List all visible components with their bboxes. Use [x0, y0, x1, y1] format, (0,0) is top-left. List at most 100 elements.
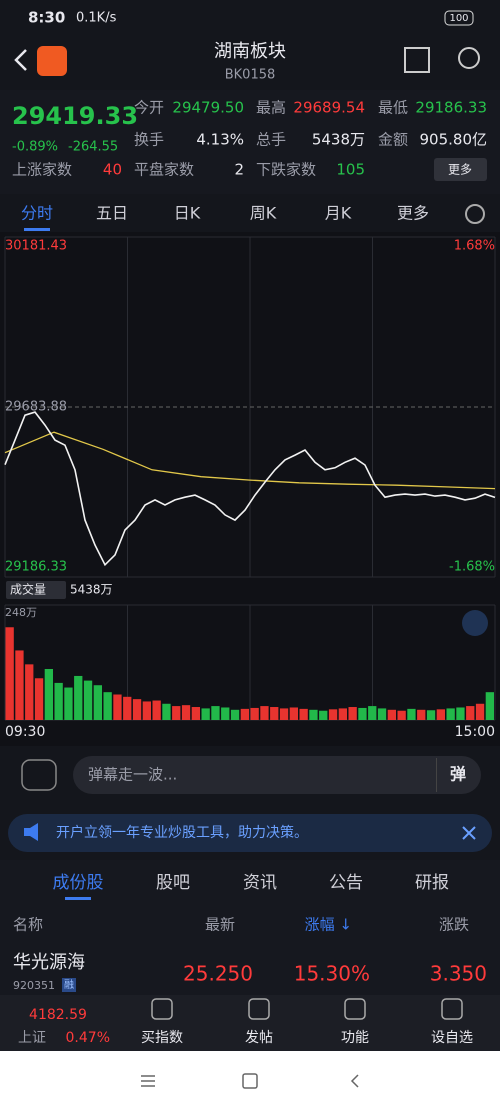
volume-bar: [142, 701, 151, 720]
stock-change: 3.350: [430, 962, 487, 986]
action-icon: [248, 998, 270, 1020]
volume-bar: [230, 709, 240, 720]
expand-button[interactable]: [462, 610, 488, 636]
period-tab[interactable]: 周K: [250, 204, 277, 223]
list-tab[interactable]: 资讯: [243, 873, 277, 893]
column-header[interactable]: 最新: [205, 916, 235, 934]
volume-bar: [34, 678, 44, 720]
quote-fields: 今开 29479.50 最高 29689.54 最低 29186.33 换手 4.13% 总手 5…: [12, 99, 487, 179]
volume-bar: [211, 706, 220, 720]
divider: [436, 758, 437, 792]
volume-bar: [299, 708, 308, 720]
battery-level: 100: [449, 13, 468, 24]
change-pct: -0.89%: [12, 140, 58, 155]
list-tab[interactable]: 研报: [415, 873, 449, 893]
column-header[interactable]: 涨跌: [439, 916, 469, 934]
volume-bar: [240, 708, 249, 720]
pct-top: 1.68%: [454, 239, 495, 254]
list-tab[interactable]: 公告: [329, 873, 363, 893]
nav-home[interactable]: [242, 1073, 258, 1089]
period-tab[interactable]: 五日: [96, 204, 128, 223]
field-value: 29479.50: [172, 99, 244, 117]
period-tab[interactable]: 更多: [397, 204, 429, 223]
index-pct: 0.47%: [66, 1030, 110, 1046]
price: 29419.33: [12, 102, 138, 130]
stock-latest: 25.250: [183, 962, 253, 986]
volume-bar: [152, 700, 161, 720]
tag-box: [62, 978, 76, 992]
page-code: BK0158: [225, 68, 276, 83]
status-speed: 0.1K/s: [76, 11, 117, 26]
comment-button[interactable]: 弹: [450, 765, 466, 784]
volume-bar: [377, 708, 387, 720]
page-title: 湖南板块: [214, 41, 286, 62]
period-tab[interactable]: 分时: [21, 204, 53, 223]
y-tick-label: 30181.43: [5, 239, 67, 254]
comment-input[interactable]: [73, 756, 481, 794]
more-button[interactable]: [434, 158, 487, 181]
volume-bar: [289, 707, 298, 720]
table-header: 名称 最新 涨幅 ↓ 涨跌: [13, 916, 469, 934]
stock-name[interactable]: 华光源海: [13, 952, 85, 973]
volume-bar: [25, 664, 34, 720]
banner-close[interactable]: [462, 826, 476, 840]
field-value: 29689.54: [293, 99, 365, 117]
volume-bar: [387, 709, 396, 720]
bottom-bar: [0, 995, 500, 1051]
banner-icon: [24, 823, 38, 841]
volume-bar: [436, 709, 445, 720]
back-button[interactable]: [14, 49, 27, 71]
field-value: 5438万: [312, 131, 365, 149]
nav-back[interactable]: [350, 1074, 359, 1088]
column-header[interactable]: 涨幅 ↓: [305, 916, 352, 934]
field-label: 今开: [134, 99, 164, 117]
action-label[interactable]: 功能: [341, 1030, 369, 1046]
share-button[interactable]: [404, 47, 430, 73]
nav-menu[interactable]: [141, 1075, 155, 1087]
period-tab[interactable]: 日K: [174, 204, 201, 223]
column-header: 名称: [13, 916, 43, 934]
settings-button[interactable]: [465, 204, 485, 224]
average-line: [4, 431, 496, 490]
action-label[interactable]: 设自选: [431, 1030, 473, 1046]
period-tabs: 分时 五日 日K 周K 月K 更多: [21, 204, 429, 223]
volume-bar: [270, 707, 279, 720]
action-label[interactable]: 买指数: [141, 1030, 183, 1046]
volume-bar: [5, 627, 14, 720]
volume-tick-label: 248万: [5, 606, 37, 619]
volume-bar: [407, 708, 416, 720]
volume-total: 5438万: [70, 583, 113, 597]
status-time: 8:30: [28, 9, 65, 27]
danmaku-toggle[interactable]: [21, 759, 57, 791]
list-tab[interactable]: 股吧: [156, 873, 190, 893]
price-line: [4, 411, 496, 567]
action-icon: [344, 998, 366, 1020]
time-end: 15:00: [455, 724, 495, 740]
volume-bar: [15, 650, 24, 720]
volume-bar: [103, 692, 112, 720]
field-label: 平盘家数: [134, 161, 194, 179]
banner-text: 开户立领一年专业炒股工具，助力决策。: [56, 824, 308, 841]
more-label: 更多: [448, 163, 472, 177]
list-tab-underline: [65, 897, 91, 900]
intraday-chart: 29186.33 29683.88 30181.43 1.68% -1.68% 成交量 54…: [0, 232, 500, 746]
volume-bar: [172, 706, 181, 720]
volume-bar: [250, 707, 259, 720]
volume-label[interactable]: 成交量: [10, 582, 46, 597]
volume-bar: [279, 708, 289, 720]
field-value: 29186.33: [415, 99, 487, 117]
time-start: 09:30: [5, 724, 45, 740]
volume-bar: [397, 710, 406, 720]
volume-bar: [328, 709, 338, 720]
index-value[interactable]: 4182.59: [29, 1007, 87, 1023]
volume-bar: [221, 707, 230, 720]
action-label[interactable]: 发帖: [245, 1030, 273, 1046]
banner[interactable]: [8, 814, 492, 852]
list-tab[interactable]: 成份股: [53, 873, 104, 893]
search-button[interactable]: [458, 47, 480, 69]
volume-bar: [309, 709, 318, 720]
action-icon: [151, 998, 173, 1020]
period-tab[interactable]: 月K: [325, 204, 352, 223]
action-icon: [441, 998, 463, 1020]
